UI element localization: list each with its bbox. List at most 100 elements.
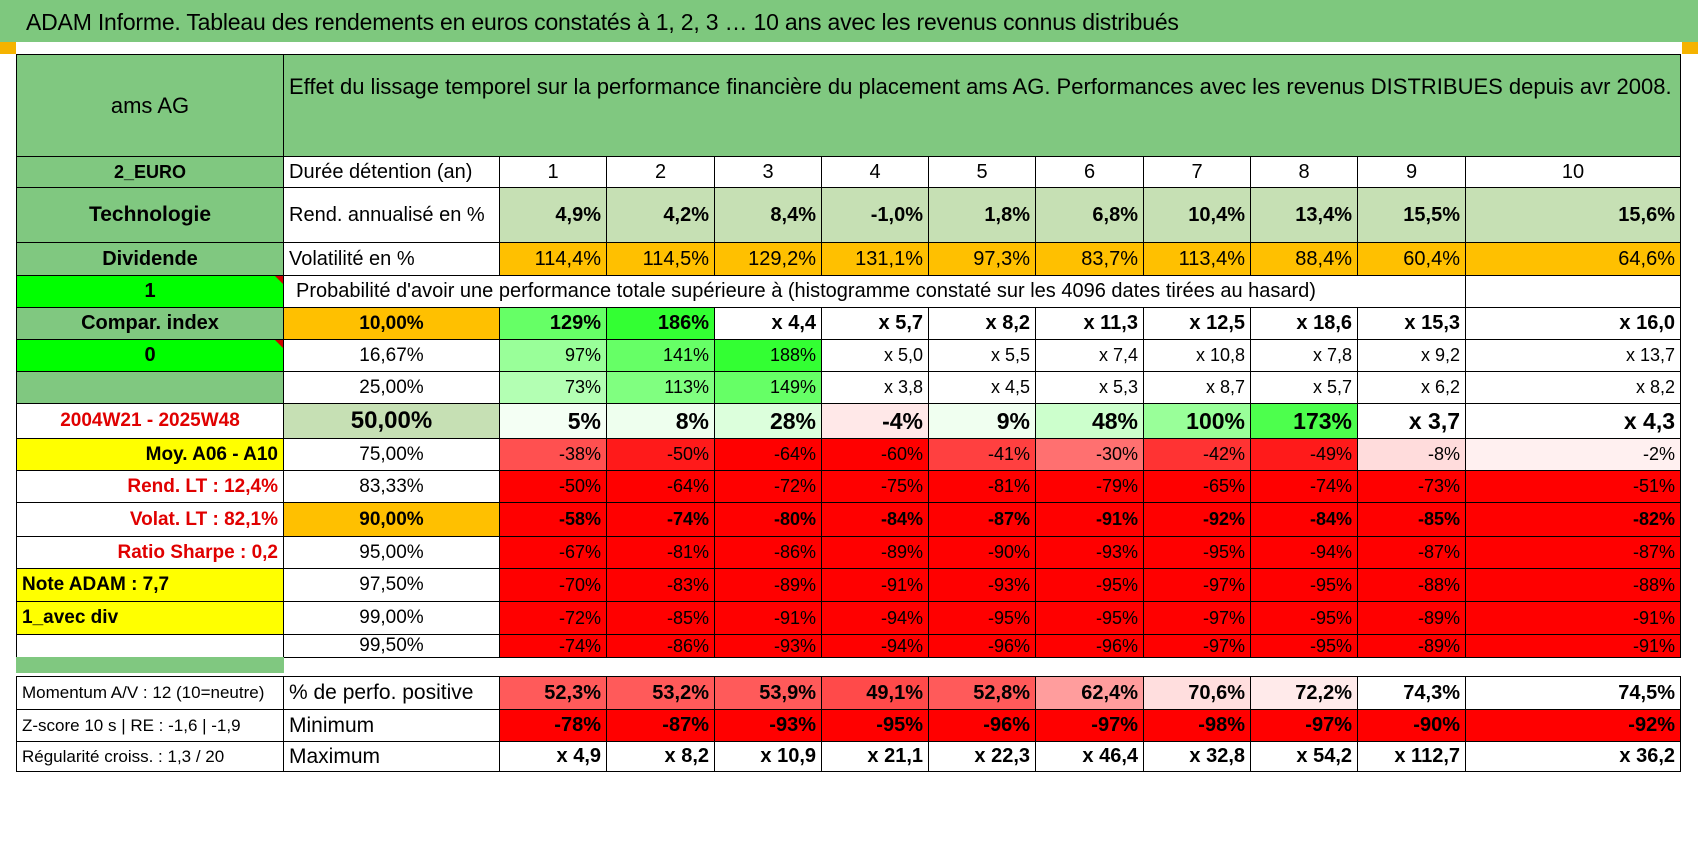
minimum-cell: -97% <box>1035 709 1144 742</box>
probability-cell: -89% <box>1357 601 1466 635</box>
flag-one: 1 <box>16 275 284 308</box>
probability-cell: x 8,2 <box>928 307 1036 340</box>
year-header: 6 <box>1035 156 1144 188</box>
positive-perf-cell: 52,8% <box>928 676 1036 710</box>
probability-cell: x 8,2 <box>1465 371 1681 404</box>
probability-cell: -81% <box>606 536 715 569</box>
probability-cell: -86% <box>606 634 715 658</box>
probability-cell: -93% <box>928 568 1036 602</box>
maximum-cell: x 36,2 <box>1465 741 1681 772</box>
probability-cell: -85% <box>606 601 715 635</box>
probability-cell: 8% <box>606 403 715 439</box>
probability-cell: 28% <box>714 403 822 439</box>
probability-cell: -70% <box>499 568 607 602</box>
minimum-cell: -93% <box>714 709 822 742</box>
dividend-label: Dividende <box>16 242 284 276</box>
maximum-cell: x 54,2 <box>1250 741 1358 772</box>
probability-cell: -86% <box>714 536 822 569</box>
probability-cell: 188% <box>714 339 822 372</box>
comment-marker <box>275 340 283 348</box>
probability-cell: -97% <box>1143 568 1251 602</box>
probability-cell: x 12,5 <box>1143 307 1251 340</box>
probability-cell: x 8,7 <box>1143 371 1251 404</box>
volatility-cell: 64,6% <box>1465 242 1681 276</box>
probability-cell: -97% <box>1143 601 1251 635</box>
annualized-return-cell: 1,8% <box>928 187 1036 243</box>
blank-label <box>16 634 284 658</box>
probability-cell: x 13,7 <box>1465 339 1681 372</box>
probability-cell: x 4,5 <box>928 371 1036 404</box>
probability-cell: -91% <box>1465 634 1681 658</box>
maximum-label: Maximum <box>283 741 500 772</box>
probability-cell: 149% <box>714 371 822 404</box>
volatility-cell: 114,5% <box>606 242 715 276</box>
year-header: 10 <box>1465 156 1681 188</box>
probability-cell: -93% <box>1035 536 1144 569</box>
probability-cell: x 5,7 <box>1250 371 1358 404</box>
probability-cell: -38% <box>499 438 607 471</box>
probability-cell: -80% <box>714 502 822 537</box>
probability-cell: x 3,8 <box>821 371 929 404</box>
probability-cell: -58% <box>499 502 607 537</box>
positive-perf-cell: 70,6% <box>1143 676 1251 710</box>
probability-cell: -2% <box>1465 438 1681 471</box>
maximum-cell: x 112,7 <box>1357 741 1466 772</box>
volatility-cell: 97,3% <box>928 242 1036 276</box>
right-marker <box>1682 42 1698 54</box>
regularity-label: Régularité croiss. : 1,3 / 20 <box>16 741 284 772</box>
minimum-cell: -87% <box>606 709 715 742</box>
probability-cell: -95% <box>1250 601 1358 635</box>
probability-cell: x 4,3 <box>1465 403 1681 439</box>
year-header: 1 <box>499 156 607 188</box>
long-term-return: Rend. LT : 12,4% <box>16 470 284 503</box>
annualized-return-cell: 15,6% <box>1465 187 1681 243</box>
sector-label: Technologie <box>16 187 284 243</box>
positive-perf-cell: 74,3% <box>1357 676 1466 710</box>
annualized-return-cell: 10,4% <box>1143 187 1251 243</box>
minimum-cell: -90% <box>1357 709 1466 742</box>
probability-cell: 100% <box>1143 403 1251 439</box>
threshold-percent: 99,00% <box>283 601 500 635</box>
threshold-percent: 90,00% <box>283 502 500 537</box>
average-label: Moy. A06 - A10 <box>16 438 284 471</box>
probability-cell: -42% <box>1143 438 1251 471</box>
report-title: ADAM Informe. Tableau des rendements en … <box>26 9 1179 35</box>
threshold-percent: 50,00% <box>283 403 500 439</box>
probability-cell: -51% <box>1465 470 1681 503</box>
threshold-percent: 83,33% <box>283 470 500 503</box>
probability-cell: -95% <box>1250 568 1358 602</box>
probability-cell: x 5,3 <box>1035 371 1144 404</box>
probability-cell: -96% <box>928 634 1036 658</box>
year-header: 5 <box>928 156 1036 188</box>
probability-cell: x 10,8 <box>1143 339 1251 372</box>
probability-cell: -89% <box>1357 634 1466 658</box>
threshold-percent: 16,67% <box>283 339 500 372</box>
probability-cell: x 7,8 <box>1250 339 1358 372</box>
probability-cell: -84% <box>1250 502 1358 537</box>
probability-cell: -95% <box>1250 634 1358 658</box>
probability-cell: -92% <box>1143 502 1251 537</box>
maximum-cell: x 4,9 <box>499 741 607 772</box>
probability-cell: 186% <box>606 307 715 340</box>
probability-cell: -60% <box>821 438 929 471</box>
probability-cell: -91% <box>1465 601 1681 635</box>
probability-cell: -74% <box>606 502 715 537</box>
probability-cell: -65% <box>1143 470 1251 503</box>
probability-cell: -90% <box>928 536 1036 569</box>
probability-cell: -94% <box>821 601 929 635</box>
probability-cell: -4% <box>821 403 929 439</box>
positive-perf-cell: 53,9% <box>714 676 822 710</box>
probability-cell: -83% <box>606 568 715 602</box>
probability-cell: -95% <box>928 601 1036 635</box>
probability-cell: x 9,2 <box>1357 339 1466 372</box>
probability-cell: -91% <box>1035 502 1144 537</box>
probability-cell: x 3,7 <box>1357 403 1466 439</box>
positive-perf-cell: 52,3% <box>499 676 607 710</box>
minimum-cell: -95% <box>821 709 929 742</box>
volatility-cell: 88,4% <box>1250 242 1358 276</box>
probability-cell: x 5,0 <box>821 339 929 372</box>
probability-cell: 173% <box>1250 403 1358 439</box>
probability-cell: 5% <box>499 403 607 439</box>
annualized-return-cell: 6,8% <box>1035 187 1144 243</box>
probability-cell: 48% <box>1035 403 1144 439</box>
